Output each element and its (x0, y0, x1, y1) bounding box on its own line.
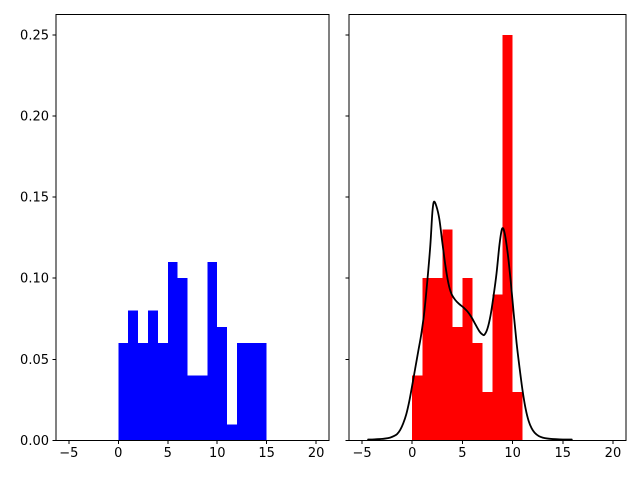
x-tick-label: −5 (352, 446, 371, 461)
histogram-bar (256, 343, 267, 441)
x-tick-label: 0 (408, 446, 416, 461)
x-tick-label: 5 (458, 446, 466, 461)
x-axis: −5 0 5 10 15 20 (352, 440, 622, 461)
kde-curve (367, 200, 573, 441)
histogram-bar (138, 343, 148, 441)
axes-spines (55, 14, 330, 441)
histogram-bar (482, 391, 493, 441)
histogram-bar (167, 261, 178, 441)
histogram-bar (452, 326, 463, 441)
histogram-bar (422, 278, 433, 441)
x-tick-label: 20 (308, 446, 325, 461)
y-axis (345, 34, 349, 441)
y-tick-label: 0.00 (20, 434, 49, 449)
x-tick-label: 10 (209, 446, 226, 461)
histogram-bar (237, 343, 247, 441)
right-axes: −5 0 5 10 15 20 (345, 14, 627, 461)
y-tick-label: 0.25 (20, 28, 49, 43)
histogram-bar (227, 424, 238, 441)
histogram-bar (197, 375, 208, 441)
x-tick-label: 5 (164, 446, 172, 461)
x-tick-label: 15 (554, 446, 571, 461)
x-tick-label: 20 (605, 446, 622, 461)
y-tick-label: 0.10 (20, 272, 49, 287)
histogram-bar (118, 343, 129, 441)
histogram-bar (246, 343, 257, 441)
histogram-bar (492, 294, 503, 441)
histogram-bar (512, 391, 523, 441)
y-tick-label: 0.15 (20, 191, 49, 206)
left-histogram (118, 261, 267, 441)
right-histogram (412, 34, 523, 441)
histogram-bar (462, 278, 473, 441)
x-tick-label: 0 (114, 446, 122, 461)
y-tick-label: 0.20 (20, 109, 49, 124)
x-tick-label: 15 (258, 446, 275, 461)
histogram-bar (442, 229, 453, 441)
x-axis: −5 0 5 10 15 20 (59, 440, 325, 461)
y-tick-label: 0.05 (20, 353, 49, 368)
histogram-bar (207, 261, 218, 441)
histogram-bar (502, 34, 513, 441)
histogram-bar (157, 343, 168, 441)
y-axis: 0.00 0.05 0.10 0.15 0.20 0.25 (20, 28, 56, 449)
axes-spines (348, 14, 627, 441)
histogram-bar (412, 375, 423, 441)
histogram-bar (217, 326, 228, 441)
histogram-bar (472, 343, 483, 441)
left-axes: −5 0 5 10 15 20 0.00 0.05 0.10 0.15 0.20 0.25 (20, 14, 330, 461)
x-tick-label: −5 (59, 446, 78, 461)
histogram-bar (147, 310, 158, 441)
histogram-bar (177, 278, 188, 441)
histogram-bar (187, 375, 198, 441)
x-tick-label: 10 (504, 446, 521, 461)
histogram-bar (128, 310, 139, 441)
histogram-bar (432, 278, 443, 441)
